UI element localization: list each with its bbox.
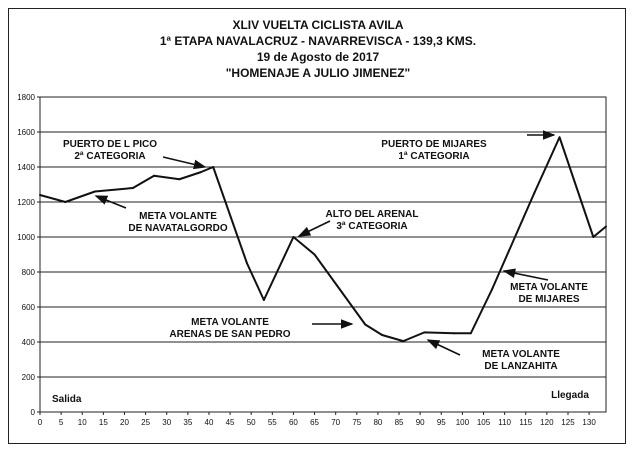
x-tick-label: 110: [498, 418, 511, 427]
elevation-point: [64, 201, 67, 203]
y-tick-label: 1200: [17, 198, 35, 207]
elevation-point: [423, 331, 426, 334]
x-tick-label: 70: [331, 418, 340, 427]
annotation-label: META VOLANTE: [510, 282, 588, 293]
elevation-point: [245, 262, 248, 265]
elevation-point: [178, 178, 181, 181]
x-tick-label: 95: [437, 418, 446, 427]
x-tick-label: 45: [226, 418, 235, 427]
x-tick-label: 40: [205, 418, 214, 427]
plot-area-border: [39, 96, 607, 413]
annotation-label: 2ª CATEGORIA: [74, 151, 145, 162]
annotation-label: PUERTO DE MIJARES: [381, 139, 487, 150]
annotation-label: META VOLANTE: [482, 349, 560, 360]
elevation-point: [364, 323, 367, 326]
annotation-arrow: [297, 220, 331, 237]
annotation-label: META VOLANTE: [139, 211, 217, 222]
y-tick-label: 1000: [17, 233, 35, 242]
elevation-point: [402, 340, 405, 343]
x-tick-label: 25: [141, 418, 150, 427]
x-tick-label: 85: [395, 418, 404, 427]
x-tick-label: 130: [582, 418, 596, 427]
elevation-point: [39, 194, 41, 196]
x-tick-label: 75: [352, 418, 361, 427]
y-tick-label: 400: [22, 338, 36, 347]
x-tick-label: 30: [162, 418, 171, 427]
x-tick-label: 115: [519, 418, 532, 427]
x-tick-label: 105: [477, 418, 491, 427]
x-tick-label: 0: [38, 418, 43, 427]
x-tick-label: 125: [561, 418, 575, 427]
annotation-label: ARENAS DE SAN PEDRO: [169, 329, 290, 340]
annotation-label: ALTO DEL ARENAL: [326, 209, 419, 220]
y-tick-label: 200: [22, 373, 36, 382]
x-tick-label: 35: [183, 418, 192, 427]
elevation-point: [558, 136, 561, 139]
elevation-point: [381, 334, 384, 336]
x-tick-label: 20: [120, 418, 129, 427]
x-tick-label: 90: [416, 418, 425, 427]
x-tick-label: 65: [310, 418, 319, 427]
chart-title-line-3: 19 de Agosto de 2017: [256, 50, 380, 64]
annotation-label: 1ª CATEGORIA: [398, 151, 469, 162]
annotation-arrow: [502, 268, 549, 281]
elevation-line: [39, 136, 607, 343]
x-tick-label: 100: [456, 418, 470, 427]
y-tick-label: 0: [31, 408, 36, 417]
elevation-point: [131, 187, 134, 189]
chart-title-line-2: 1ª ETAPA NAVALACRUZ - NAVARREVISCA - 139…: [159, 34, 477, 48]
chart-title-line-1: XLIV VUELTA CICLISTA AVILA: [232, 18, 404, 32]
x-tick-label: 15: [99, 418, 108, 427]
chart-title-line-4: "HOMENAJE A JULIO JIMENEZ": [225, 66, 411, 80]
x-tick-label: 50: [247, 418, 256, 427]
x-tick-label: 5: [59, 418, 64, 427]
annotation-label: PUERTO DE L PICO: [63, 139, 157, 150]
x-tick-label: 55: [268, 418, 277, 427]
chart-frame: [8, 8, 626, 444]
annotation-label: DE MIJARES: [518, 294, 579, 305]
elevation-point: [153, 174, 156, 177]
elevation-point: [199, 171, 202, 174]
elevation-point: [452, 332, 455, 335]
x-tick-label: 120: [540, 418, 554, 427]
y-tick-label: 1800: [17, 93, 35, 102]
annotation-label: Llegada: [551, 390, 589, 401]
x-tick-label: 60: [289, 418, 298, 427]
annotation-arrow: [162, 156, 207, 170]
y-tick-label: 800: [22, 268, 36, 277]
annotation-arrow: [426, 339, 461, 356]
y-tick-label: 1600: [17, 128, 35, 137]
elevation-point: [605, 225, 607, 228]
annotation-label: Salida: [52, 394, 82, 405]
annotation-label: META VOLANTE: [191, 317, 269, 328]
x-tick-label: 10: [78, 418, 87, 427]
annotation-label: 3ª CATEGORIA: [336, 221, 407, 232]
elevation-point: [469, 332, 472, 335]
elevation-point: [533, 192, 536, 195]
x-tick-label: 80: [373, 418, 382, 427]
elevation-point: [93, 190, 96, 193]
elevation-point: [490, 288, 493, 291]
y-tick-label: 1400: [17, 163, 35, 172]
elevation-point: [212, 166, 215, 168]
elevation-point: [262, 299, 265, 301]
annotation-label: DE NAVATALGORDO: [128, 223, 227, 234]
elevation-point: [313, 253, 316, 256]
elevation-point: [592, 236, 595, 238]
y-tick-label: 600: [22, 303, 36, 312]
annotation-label: DE LANZAHITA: [484, 361, 557, 372]
annotation-arrow: [94, 195, 127, 209]
elevation-point: [292, 236, 295, 238]
